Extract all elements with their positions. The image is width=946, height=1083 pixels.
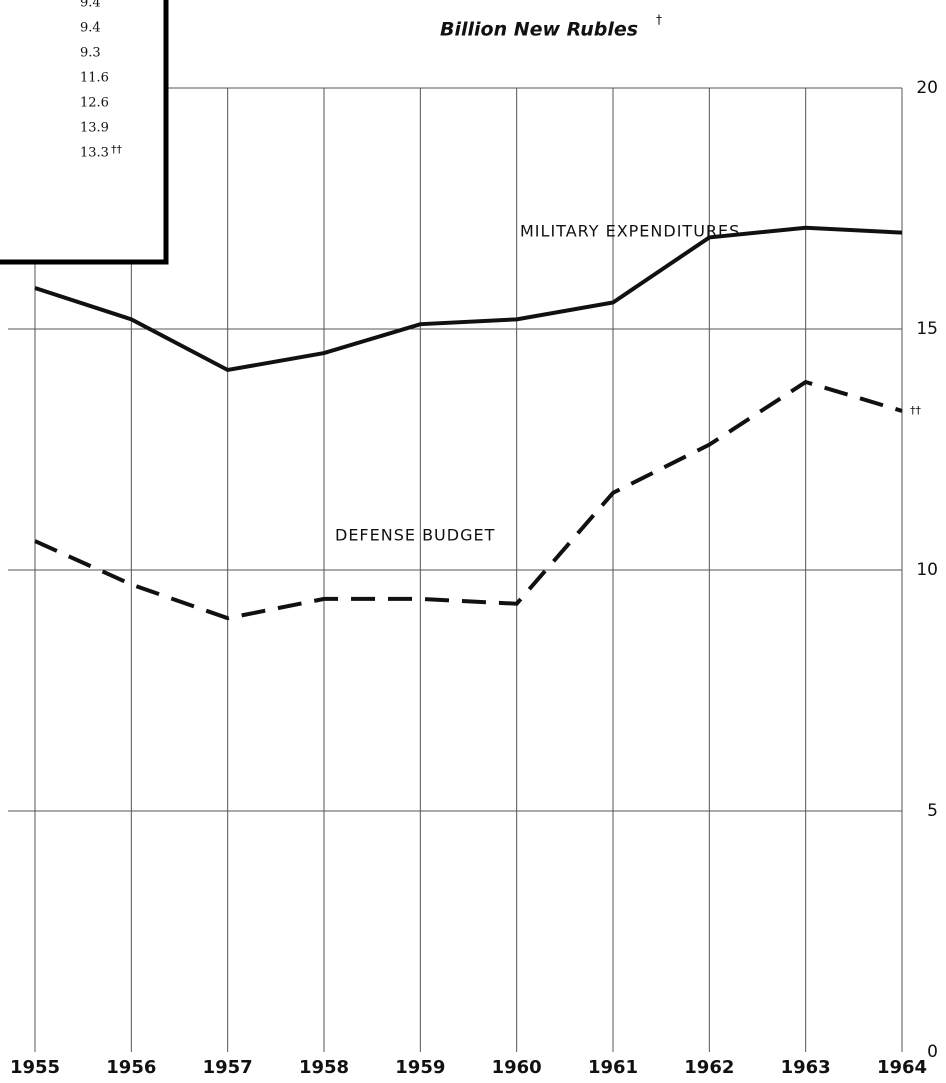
inset-value: 12.6	[80, 96, 109, 111]
x-tick-label: 1962	[684, 1057, 734, 1078]
x-tick-label: 1955	[10, 1057, 60, 1078]
x-tick-label: 1959	[395, 1057, 445, 1078]
subtitle: Billion New Rubles	[440, 19, 638, 41]
series-label: MILITARY EXPENDITURES	[520, 222, 740, 241]
y-tick-label: 20	[916, 78, 938, 98]
inset-value: 9.4	[80, 0, 101, 11]
x-tick-label: 1964	[877, 1057, 927, 1078]
series-label: DEFENSE BUDGET	[335, 526, 495, 545]
y-tick-label: 15	[916, 319, 938, 339]
inset-table: 9.4 9.4 9.3 11.6 12.6 13.9 13.3 ††	[80, 0, 123, 161]
end-mark: ††	[910, 404, 922, 417]
line-series	[34, 225, 903, 373]
inset-value: 13.3	[80, 146, 109, 161]
x-tick-label: 1963	[781, 1057, 831, 1078]
x-tick-label: 1957	[203, 1057, 253, 1078]
inset-mark: ††	[111, 143, 123, 156]
inset-value: 13.9	[80, 121, 109, 136]
x-tick-label: 1956	[106, 1057, 156, 1078]
x-tick-label: 1960	[492, 1057, 542, 1078]
y-tick-label: 10	[916, 560, 938, 580]
x-tick-label: 1958	[299, 1057, 349, 1078]
line-series	[34, 379, 903, 621]
inset-value: 11.6	[80, 71, 109, 86]
inset-value: 9.3	[80, 46, 101, 61]
y-tick-label: 0	[927, 1042, 938, 1062]
lines	[34, 225, 903, 621]
x-tick-label: 1961	[588, 1057, 638, 1078]
inset-box	[0, 0, 169, 265]
subtitle-mark: †	[656, 13, 662, 27]
y-tick-label: 5	[927, 801, 938, 821]
inset-value: 9.4	[80, 21, 101, 36]
